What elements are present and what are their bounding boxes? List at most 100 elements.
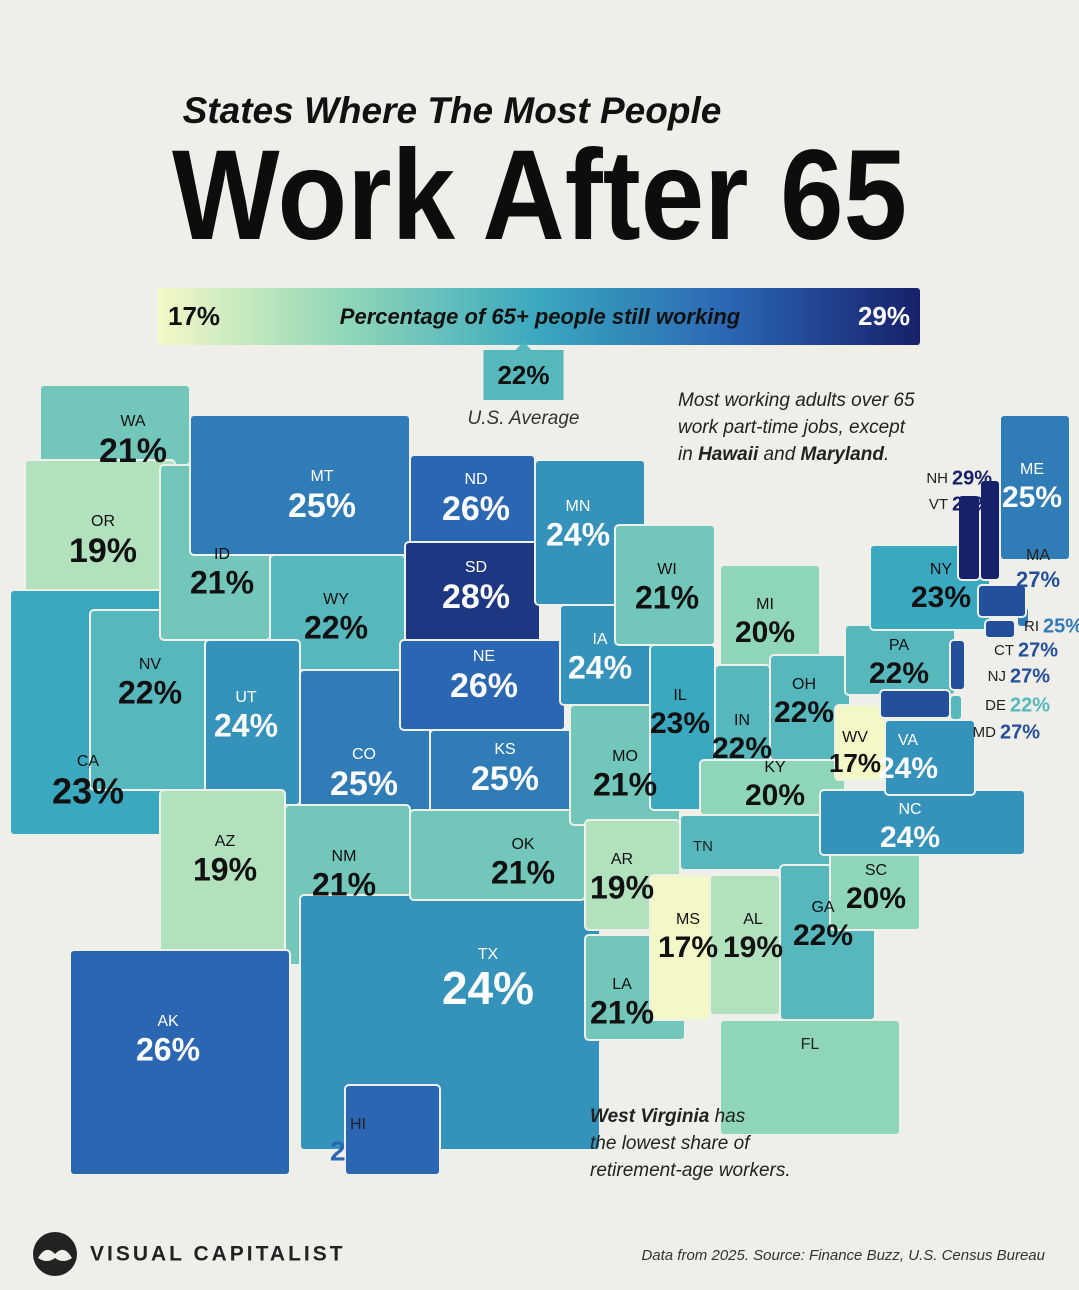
state-value: 26% (330, 1135, 386, 1166)
state-value: 21% (190, 564, 254, 600)
state-value: 25% (330, 765, 398, 803)
state (999, 414, 1071, 561)
state-value: 19% (590, 869, 654, 905)
state-abbr: NV (139, 656, 162, 673)
state-value: 26% (450, 667, 518, 705)
state-abbr: ME (1020, 461, 1044, 478)
state-abbr: TX (478, 946, 499, 963)
state-value: 26% (442, 490, 510, 528)
state-abbr: ND (464, 471, 487, 488)
state-value: 20% (745, 779, 805, 812)
legend: 17% Percentage of 65+ people still worki… (158, 288, 920, 345)
state-abbr: VT (929, 496, 948, 513)
state-value: 27% (1000, 721, 1040, 743)
state-abbr: NE (473, 648, 495, 665)
state-abbr: KY (764, 759, 786, 776)
state-abbr: DE (985, 697, 1006, 714)
state-abbr: CT (994, 642, 1014, 659)
state-value: 27% (1016, 567, 1060, 592)
state-abbr: VA (898, 732, 918, 749)
state-value: 22% (1010, 694, 1050, 716)
state (879, 689, 951, 719)
note-bold: West Virginia (590, 1106, 710, 1127)
state-abbr: NJ (988, 668, 1006, 685)
state-value: 22% (774, 696, 834, 729)
state-abbr: PA (889, 637, 909, 654)
average-marker (483, 350, 564, 400)
state-abbr: AL (743, 911, 763, 928)
state-abbr: IL (673, 687, 686, 704)
subtitle: States Where The Most People (183, 90, 722, 131)
note-bold: Hawaii (698, 444, 759, 465)
note-bold: Maryland (801, 444, 885, 465)
state-value: 21% (99, 432, 167, 470)
state-abbr: WV (842, 729, 868, 746)
note-line: Most working adults over 65 (678, 390, 915, 411)
state-value: 24% (880, 821, 940, 854)
state (949, 694, 963, 721)
state-abbr: LA (612, 976, 632, 993)
state-value: 22% (869, 657, 929, 690)
state-abbr: IN (734, 712, 750, 729)
state (344, 1084, 441, 1176)
state-value: 19% (723, 931, 783, 964)
state-value: 21% (312, 866, 376, 902)
us-average: 22% U.S. Average (468, 342, 580, 429)
state-value: 26% (136, 1031, 200, 1067)
state (984, 619, 1016, 639)
map (9, 384, 1071, 1176)
brand: VISUAL CAPITALIST (90, 1243, 346, 1266)
state-value: 23% (650, 707, 710, 740)
state-abbr: NH (926, 470, 948, 487)
state-abbr: AK (157, 1013, 179, 1030)
state-abbr: NC (898, 801, 921, 818)
state-abbr: GA (811, 899, 834, 916)
state-abbr: OH (792, 676, 816, 693)
state-value: 20% (780, 1056, 840, 1089)
state-value: 27% (1010, 665, 1050, 687)
state-abbr: NM (332, 848, 357, 865)
state-abbr: OR (91, 513, 115, 530)
note-top: Most working adults over 65 work part-ti… (678, 390, 915, 465)
state-abbr: OK (511, 836, 534, 853)
state-value: 29% (952, 493, 992, 515)
title: Work After 65 (172, 124, 907, 267)
footer: VISUAL CAPITALIST Data from 2025. Source… (33, 1232, 1046, 1276)
state-abbr: WY (323, 591, 349, 608)
state-value: 22% (717, 829, 777, 862)
state-value: 22% (793, 919, 853, 952)
state-value: 22% (304, 609, 368, 645)
state-abbr: MO (612, 748, 638, 765)
note-text: and (758, 444, 800, 465)
state-abbr: IA (592, 631, 607, 648)
note-text: in (678, 444, 698, 465)
state-abbr: AZ (215, 833, 236, 850)
note-bottom: West Virginia has the lowest share of re… (590, 1106, 791, 1181)
state-abbr: NY (930, 561, 953, 578)
state-value: 23% (911, 581, 971, 614)
state-abbr: ID (214, 546, 230, 563)
state-value: 20% (735, 616, 795, 649)
state-value: 25% (288, 487, 356, 525)
state-value: 24% (546, 516, 610, 552)
state-abbr: AR (611, 851, 633, 868)
state-abbr: CA (77, 753, 100, 770)
state-abbr: KS (494, 741, 515, 758)
note-line: work part-time jobs, except (678, 417, 906, 438)
state-abbr: MI (756, 596, 774, 613)
note-line: the lowest share of (590, 1133, 751, 1154)
state (834, 704, 886, 781)
state-abbr: MS (676, 911, 700, 928)
average-pointer (513, 342, 534, 352)
note-line: retirement-age workers. (590, 1160, 791, 1181)
state (69, 949, 291, 1176)
state-value: 25% (1002, 481, 1062, 514)
legend-min-label: 17% (168, 301, 220, 331)
source: Data from 2025. Source: Finance Buzz, U.… (641, 1247, 1045, 1264)
state-value: 19% (69, 532, 137, 570)
state-abbr: RI (1024, 618, 1039, 635)
state-abbr: SD (465, 559, 487, 576)
state-value: 24% (214, 707, 278, 743)
average-caption: U.S. Average (468, 408, 580, 429)
